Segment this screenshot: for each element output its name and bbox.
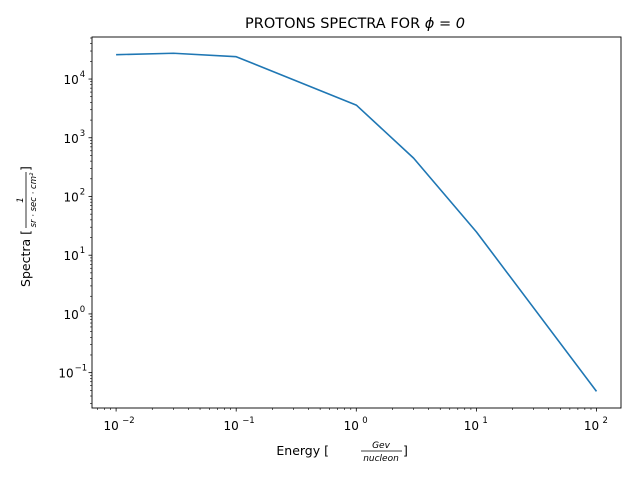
x-axis-label: Energy [ Gev nucleon ] [276, 441, 408, 464]
x-tick-base: 10 [224, 419, 239, 433]
y-tick-label: 10 [64, 249, 79, 263]
axes-frame [91, 36, 622, 409]
x-tick-base: 10 [344, 419, 359, 433]
series-line-0 [116, 52, 598, 392]
x-axis-label-close: ] [403, 443, 408, 458]
chart-title: PROTONS SPECTRA FOR ϕ = 0 [245, 16, 465, 32]
chart-title-text: PROTONS SPECTRA FOR [245, 16, 420, 32]
y-tick-label: 10 [64, 190, 79, 204]
y-axis-label-numerator: 1 [16, 197, 26, 203]
y-axis-label-close: ] [18, 166, 33, 171]
x-tick-base: 10 [103, 419, 118, 433]
x-tick-exponent: −1 [242, 416, 255, 426]
x-tick-exponent: 1 [482, 416, 487, 426]
x-tick-label: 10 [103, 419, 118, 433]
y-axis-label: Spectra [ 1 sr · sec · cm² ] [16, 166, 39, 287]
x-tick-label: 10 [584, 419, 599, 433]
y-tick-exponent: 4 [80, 70, 85, 80]
y-tick-label: 10 [64, 73, 79, 87]
y-axis-label-text: Spectra [ [18, 230, 33, 287]
chart-title-math: ϕ = 0 [425, 16, 465, 32]
y-tick-label: 10 [64, 132, 79, 146]
x-tick-label: 10 [464, 419, 479, 433]
x-tick-label: 10 [344, 419, 359, 433]
y-tick-exponent: 0 [80, 305, 85, 315]
x-tick-exponent: 0 [362, 416, 367, 426]
x-axis-ticks: 10 −2 10 −1 10 0 10 1 10 2 [97, 408, 608, 433]
y-tick-label: 10 [58, 367, 73, 381]
y-axis-label-denominator: sr · sec · cm² [29, 172, 39, 227]
x-tick-exponent: −2 [122, 416, 135, 426]
plot-area [91, 36, 622, 409]
x-tick-exponent: 2 [602, 416, 607, 426]
x-tick-label: 10 [224, 419, 239, 433]
y-tick-exponent: 2 [80, 187, 85, 197]
y-tick-exponent: 3 [80, 129, 85, 139]
x-axis-label-text: Energy [ [276, 443, 329, 458]
x-tick-base: 10 [464, 419, 479, 433]
x-tick-base: 10 [584, 419, 599, 433]
x-axis-label-denominator: nucleon [363, 454, 399, 464]
y-tick-exponent: −1 [75, 364, 88, 374]
y-tick-exponent: 1 [80, 246, 85, 256]
y-tick-label: 10 [64, 308, 79, 322]
x-axis-label-numerator: Gev [372, 441, 391, 451]
